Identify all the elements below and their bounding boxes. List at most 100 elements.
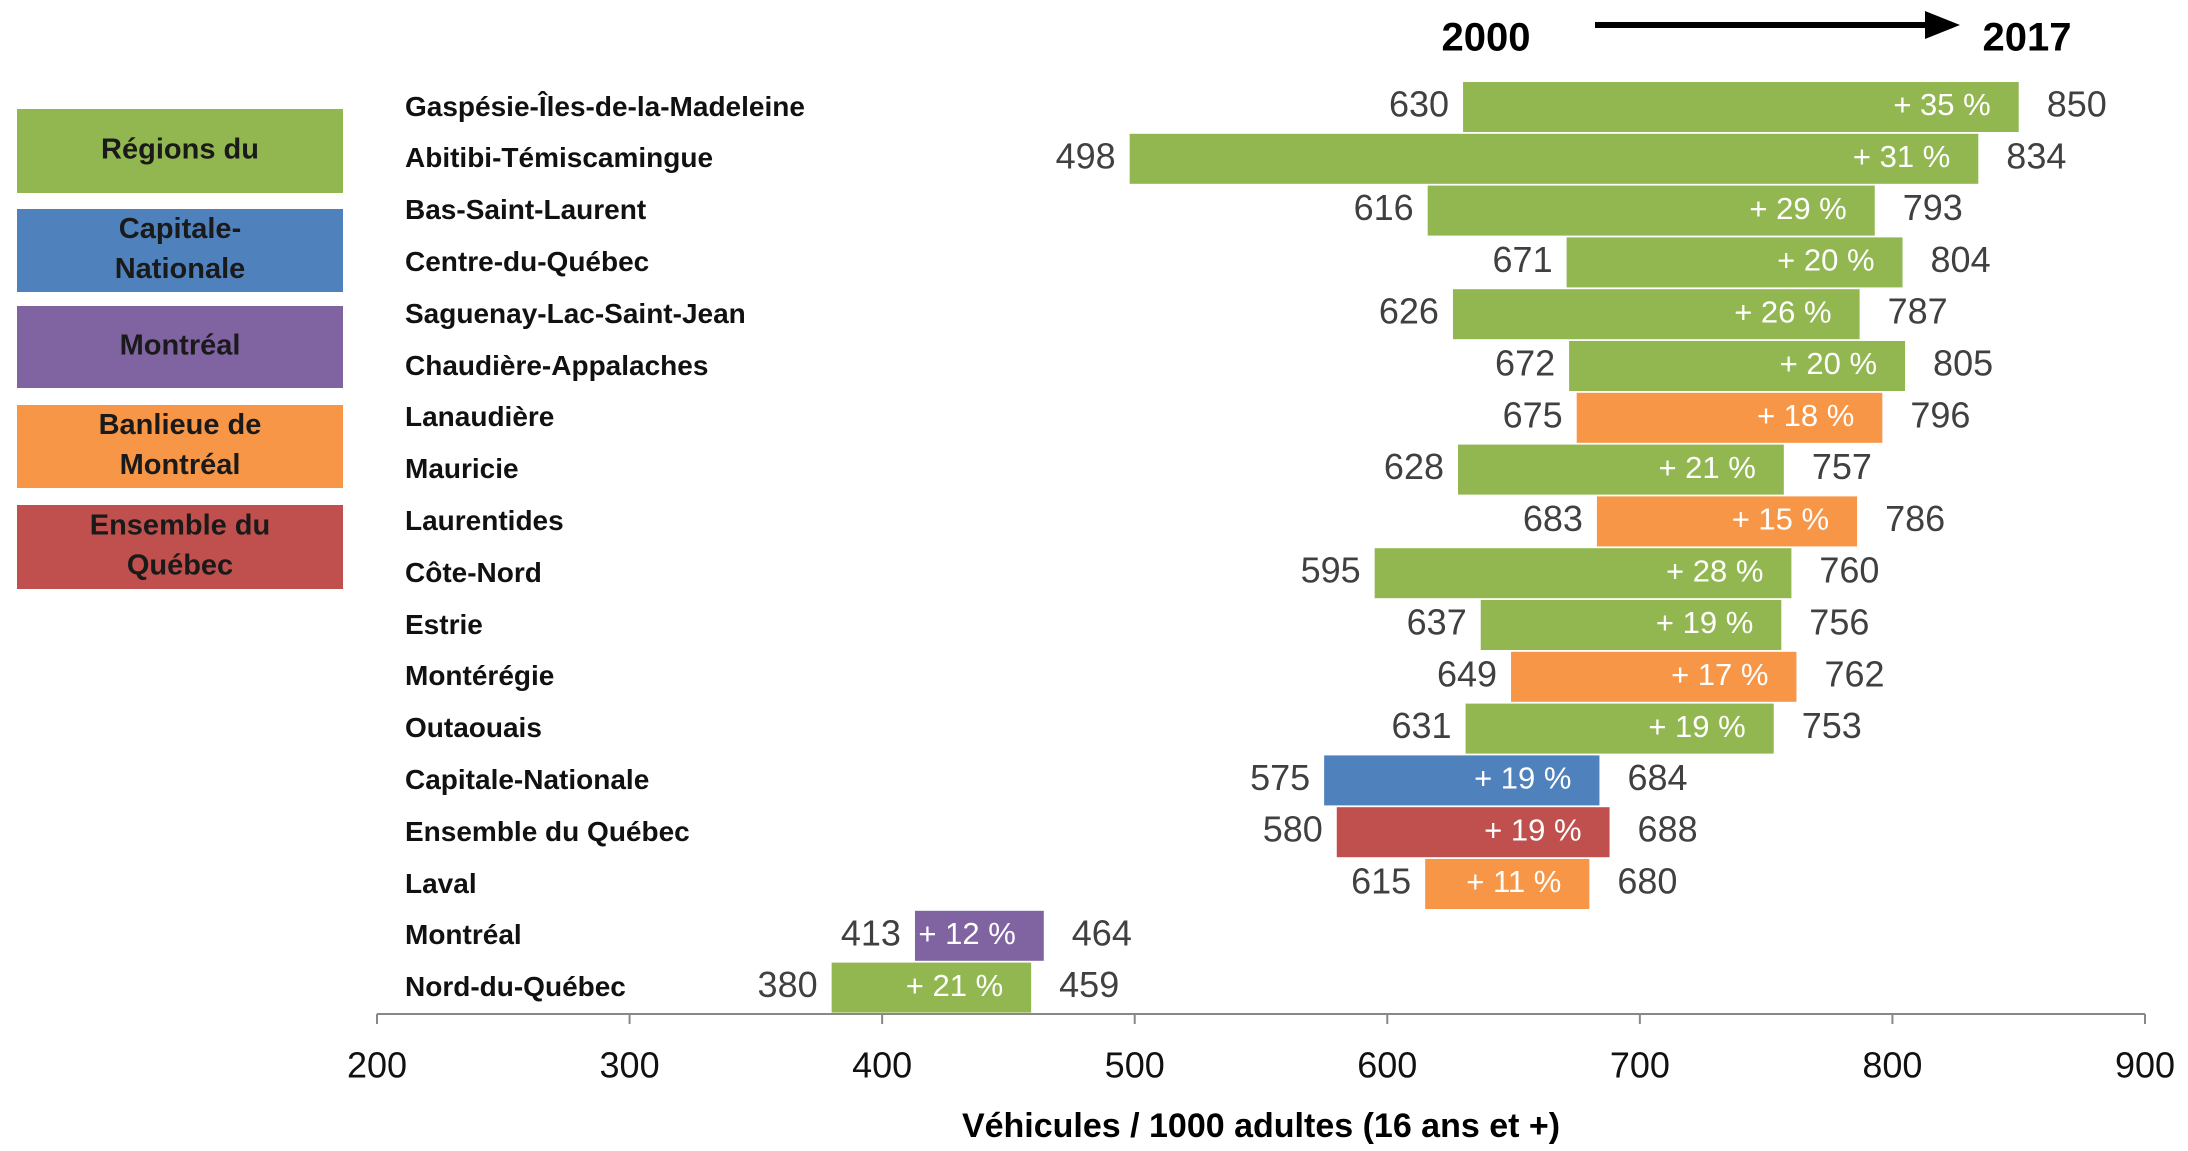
change-label: + 12 % (918, 916, 1015, 951)
end-label: 805 (1933, 343, 1993, 384)
category-label: Nord-du-Québec (405, 971, 626, 1003)
change-label: + 21 % (906, 968, 1003, 1003)
end-label: 786 (1885, 498, 1945, 539)
end-label: 680 (1617, 861, 1677, 902)
category-label-box: Centre-du-Québec (405, 245, 650, 277)
category-label: Gaspésie-Îles-de-la-Madeleine (405, 90, 805, 122)
legend-label: Régions du (101, 134, 259, 166)
end-label: 760 (1819, 550, 1879, 591)
category-label: Outaouais (405, 712, 542, 744)
category-label: Laurentides (405, 504, 564, 536)
bar (1374, 548, 1792, 599)
bar (1324, 755, 1600, 806)
start-label: 671 (1493, 239, 1553, 280)
change-label: + 21 % (1658, 450, 1755, 485)
change-label: + 17 % (1671, 657, 1768, 692)
legend-label: Banlieue de (99, 409, 262, 441)
category-label: Centre-du-Québec (405, 245, 650, 277)
start-label: 498 (1056, 135, 1116, 176)
legend-swatch (17, 306, 343, 388)
category-label-box: Abitibi-Témiscamingue (405, 142, 714, 174)
category-label-box: Outaouais (405, 712, 542, 744)
x-axis-title: Véhicules / 1000 adultes (16 ans et +) (962, 1107, 1560, 1145)
category-label: Montréal (405, 919, 522, 951)
category-label: Côte-Nord (405, 556, 542, 588)
x-tick-label: 800 (1862, 1045, 1922, 1086)
x-tick-label: 300 (600, 1045, 660, 1086)
end-label: 756 (1809, 602, 1869, 643)
category-label: Capitale-Nationale (405, 763, 650, 795)
category-label-box: Ensemble du Québec (405, 816, 690, 847)
legend-label: Montréal (120, 330, 241, 362)
category-label-box: Lanaudière (405, 401, 555, 433)
legend-swatch (17, 209, 343, 292)
legend-swatch (17, 505, 343, 589)
legend-swatch (17, 109, 343, 193)
bar (1480, 600, 1782, 650)
category-label-box: Montréal (405, 919, 522, 951)
change-label: + 18 % (1757, 398, 1854, 433)
category-label: Abitibi-Témiscamingue (405, 142, 714, 174)
end-label: 793 (1903, 187, 1963, 228)
bar (1463, 82, 2019, 132)
start-label: 672 (1495, 343, 1555, 384)
bar (831, 962, 1032, 1013)
start-label: 683 (1523, 498, 1583, 539)
start-label: 631 (1392, 705, 1452, 746)
start-label: 413 (841, 912, 901, 953)
category-label-box: Nord-du-Québec (405, 971, 626, 1003)
category-label: Montérégie (405, 660, 555, 692)
change-label: + 28 % (1666, 553, 1763, 588)
end-label: 757 (1812, 446, 1872, 487)
start-label: 649 (1437, 653, 1497, 694)
category-label: Lanaudière (405, 401, 555, 433)
bar (1425, 859, 1590, 909)
change-label: + 19 % (1474, 761, 1571, 796)
legend-label: Capitale- (119, 213, 241, 245)
start-label: 595 (1301, 550, 1361, 591)
start-label: 675 (1503, 394, 1563, 435)
start-label: 630 (1389, 84, 1449, 125)
bar (914, 910, 1044, 961)
end-label: 762 (1824, 653, 1884, 694)
category-label-box: Estrie (405, 608, 483, 640)
start-label: 380 (758, 964, 818, 1005)
change-label: + 19 % (1656, 605, 1753, 640)
category-label: Laval (405, 867, 477, 899)
end-label: 834 (2006, 135, 2066, 176)
category-label-box: Montérégie (405, 660, 555, 692)
end-label: 787 (1888, 291, 1948, 332)
bar (1336, 807, 1610, 858)
end-label: 684 (1627, 757, 1687, 798)
category-label-box: Laval (405, 867, 477, 899)
legend-label: Ensemble du (90, 510, 271, 542)
end-label: 464 (1072, 912, 1132, 953)
change-label: + 11 % (1466, 864, 1561, 899)
category-label-box: Côte-Nord (405, 556, 542, 588)
end-label: 688 (1638, 809, 1698, 850)
start-label: 615 (1351, 861, 1411, 902)
bar (1129, 133, 1979, 184)
legend-label: Montréal (120, 449, 241, 481)
start-label: 628 (1384, 446, 1444, 487)
change-label: + 15 % (1732, 502, 1829, 537)
end-label: 459 (1059, 964, 1119, 1005)
category-label: Chaudière-Appalaches (405, 349, 709, 381)
change-label: + 20 % (1777, 243, 1874, 278)
bar (1458, 444, 1784, 495)
start-label: 575 (1250, 757, 1310, 798)
end-label: 804 (1931, 239, 1991, 280)
category-label-box: Laurentides (405, 504, 564, 536)
start-label: 580 (1263, 809, 1323, 850)
category-label: Bas-Saint-Laurent (405, 194, 647, 226)
start-label: 637 (1407, 602, 1467, 643)
category-label-box: Mauricie (405, 453, 519, 484)
legend-label: Québec (127, 550, 233, 582)
change-label: + 29 % (1749, 191, 1846, 226)
category-label-box: Saguenay-Lac-Saint-Jean (405, 298, 746, 329)
start-label: 626 (1379, 291, 1439, 332)
change-label: + 20 % (1780, 346, 1877, 381)
arrow-head (1925, 11, 1960, 39)
category-label: Estrie (405, 608, 483, 640)
